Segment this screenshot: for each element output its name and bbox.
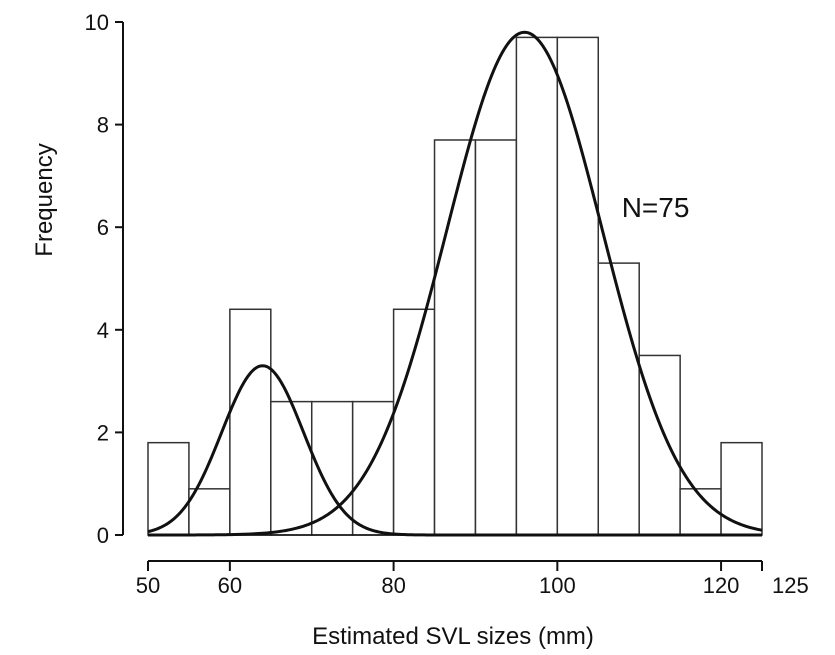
histogram-bar — [394, 309, 435, 535]
y-tick-label: 10 — [85, 10, 109, 35]
x-tick-label: 125 — [772, 573, 809, 598]
histogram-bar — [557, 37, 598, 535]
x-tick-label: 80 — [381, 573, 405, 598]
y-axis-title: Frequency — [31, 143, 58, 256]
plot-area: 0 2 4 6 8 10 50 60 80 100 120 125 N=75 — [85, 10, 809, 598]
sample-size-annotation: N=75 — [622, 192, 690, 223]
histogram-bar — [475, 140, 516, 535]
bars-layer — [148, 37, 762, 535]
x-tick-label: 60 — [218, 573, 242, 598]
histogram-bar — [598, 263, 639, 535]
x-tick-label: 120 — [703, 573, 740, 598]
y-tick-label: 0 — [97, 523, 109, 548]
y-tick-label: 6 — [97, 215, 109, 240]
histogram-bar — [189, 489, 230, 535]
x-axis-title: Estimated SVL sizes (mm) — [312, 623, 594, 650]
x-tick-label: 100 — [539, 573, 576, 598]
histogram-bar — [353, 402, 394, 535]
y-tick-label: 2 — [97, 420, 109, 445]
histogram-bar — [271, 402, 312, 535]
histogram-bar — [516, 37, 557, 535]
x-tick-label: 50 — [136, 573, 160, 598]
histogram-bar — [721, 443, 762, 535]
y-tick-label: 4 — [97, 318, 109, 343]
histogram-bar — [230, 309, 271, 535]
y-tick-label: 8 — [97, 113, 109, 138]
